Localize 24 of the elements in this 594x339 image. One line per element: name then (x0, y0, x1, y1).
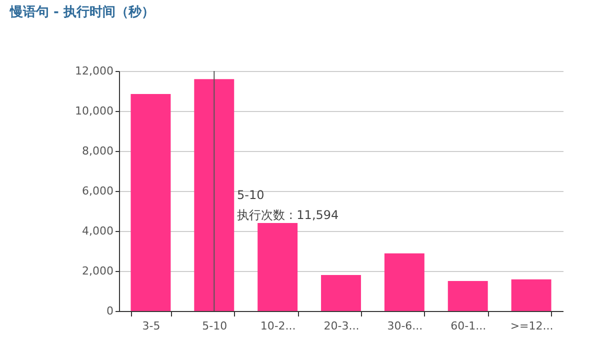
y-tick-label: 8,000 (82, 144, 114, 158)
x-tick-label: >=12... (510, 320, 554, 332)
bar (321, 275, 361, 311)
y-tick-label: 2,000 (82, 264, 114, 278)
x-tick-label: 5-10 (202, 320, 228, 332)
y-tick-label: 0 (106, 304, 114, 318)
x-tick-label: 20-3... (324, 320, 360, 332)
bar (258, 223, 298, 311)
y-tick-label: 6,000 (82, 184, 114, 198)
bar (194, 79, 234, 311)
text: 5-10 (237, 188, 264, 202)
y-tick-label: 4,000 (82, 224, 114, 238)
x-tick-label: 3-5 (142, 320, 160, 332)
bar (130, 94, 171, 311)
x-tick-label: 30-6... (387, 320, 423, 332)
x-tick-label: 10-2... (260, 320, 296, 332)
annotation: 执行次数 : 11,594 (237, 208, 339, 222)
y-tick-label: 10,000 (75, 104, 114, 118)
bar (384, 253, 424, 311)
bar (511, 279, 552, 311)
bar (448, 281, 488, 311)
y-tick-label: 12,000 (75, 64, 114, 78)
x-tick-label: 60-1... (450, 320, 486, 332)
chart-title: 慢语句 - 执行时间（秒） (9, 5, 154, 20)
